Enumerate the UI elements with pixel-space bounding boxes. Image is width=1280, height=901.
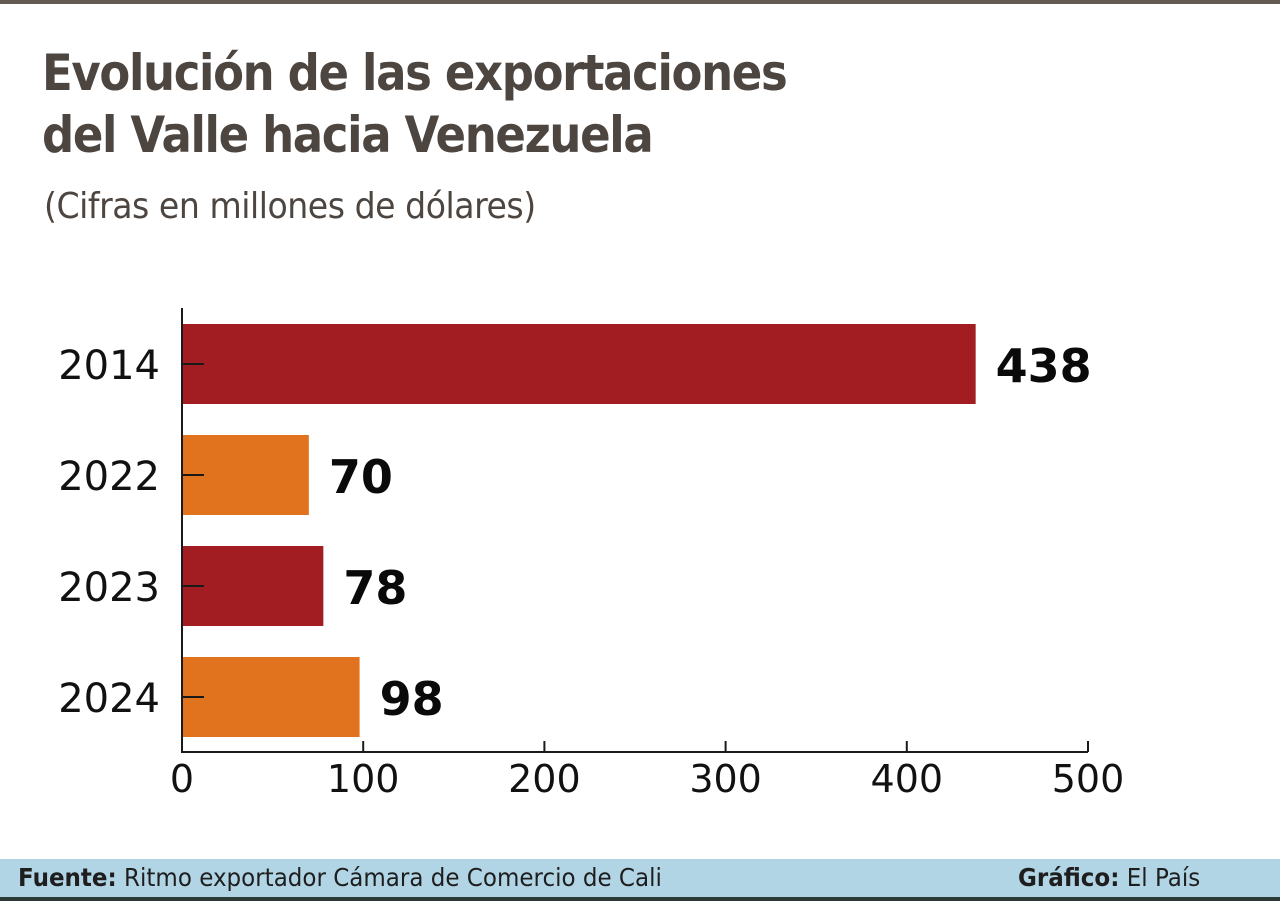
chart-title: Evolución de las exportaciones del Valle… <box>42 42 788 166</box>
top-rule <box>0 0 1280 4</box>
source-note: Fuente: Ritmo exportador Cámara de Comer… <box>18 863 662 892</box>
title-line-1: Evolución de las exportaciones <box>42 44 788 102</box>
bar-2024 <box>182 657 360 737</box>
bar-2014 <box>182 324 976 404</box>
value-label: 98 <box>380 672 444 726</box>
credit-label: Gráfico: <box>1018 863 1120 892</box>
x-tick-label: 200 <box>508 757 581 801</box>
source-label: Fuente: <box>18 863 117 892</box>
x-tick-label: 400 <box>871 757 944 801</box>
title-line-2: del Valle hacia Venezuela <box>42 106 654 164</box>
x-tick-label: 100 <box>327 757 400 801</box>
chart-subtitle: (Cifras en millones de dólares) <box>44 186 536 227</box>
category-label: 2022 <box>58 454 160 500</box>
value-label: 70 <box>329 450 393 504</box>
value-label: 438 <box>996 339 1092 393</box>
bar-chart: 2014 438 2022 70 2023 78 2024 98 0 100 200 300 400 50… <box>58 308 1125 801</box>
x-tick-label: 500 <box>1052 757 1125 801</box>
bar-2023 <box>182 546 324 626</box>
credit-note: Gráfico: El País <box>1018 863 1200 892</box>
source-text: Ritmo exportador Cámara de Comercio de C… <box>116 863 662 892</box>
x-tick-label: 300 <box>689 757 762 801</box>
value-label: 78 <box>343 561 407 615</box>
credit-text: El País <box>1119 863 1201 892</box>
category-label: 2023 <box>58 565 160 611</box>
footer-bar: Fuente: Ritmo exportador Cámara de Comer… <box>0 859 1280 901</box>
category-label: 2014 <box>58 343 160 389</box>
category-label: 2024 <box>58 676 160 722</box>
x-tick-label: 0 <box>170 757 194 801</box>
